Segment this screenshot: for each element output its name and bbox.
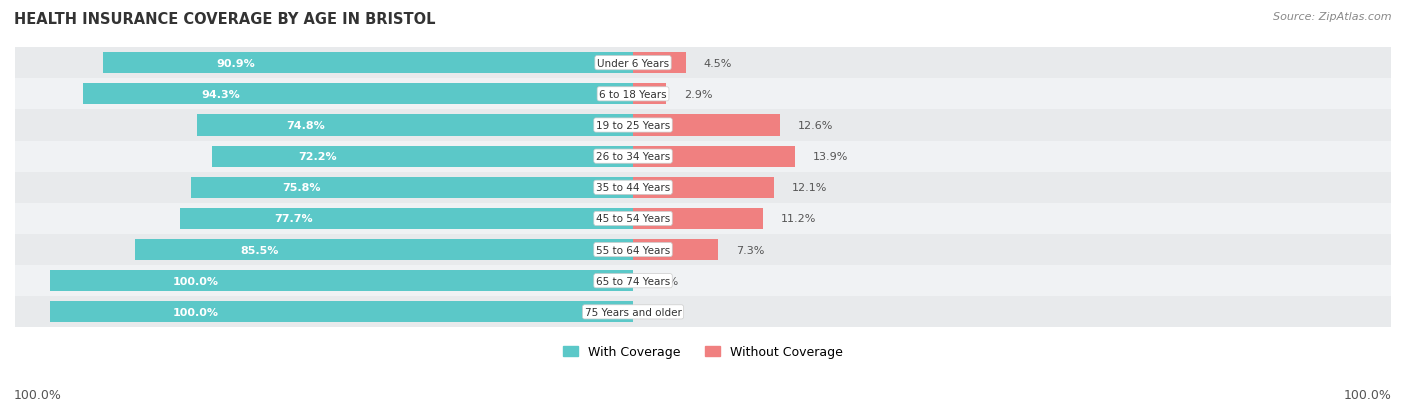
Text: Source: ZipAtlas.com: Source: ZipAtlas.com bbox=[1274, 12, 1392, 22]
Text: 45 to 54 Years: 45 to 54 Years bbox=[596, 214, 671, 224]
Text: 75 Years and older: 75 Years and older bbox=[585, 307, 682, 317]
Text: 100.0%: 100.0% bbox=[14, 388, 62, 401]
Bar bbox=[15, 110, 1391, 141]
Text: 77.7%: 77.7% bbox=[274, 214, 312, 224]
Text: 12.6%: 12.6% bbox=[797, 121, 832, 131]
Text: 74.8%: 74.8% bbox=[287, 121, 325, 131]
Text: 55 to 64 Years: 55 to 64 Years bbox=[596, 245, 671, 255]
Bar bbox=[15, 172, 1391, 203]
Bar bbox=[103, 53, 633, 74]
Text: 65 to 74 Years: 65 to 74 Years bbox=[596, 276, 671, 286]
Text: 13.9%: 13.9% bbox=[813, 152, 848, 162]
Bar bbox=[135, 240, 633, 261]
Text: 6 to 18 Years: 6 to 18 Years bbox=[599, 90, 666, 100]
Text: 0.0%: 0.0% bbox=[651, 307, 679, 317]
Bar bbox=[15, 141, 1391, 172]
Text: 85.5%: 85.5% bbox=[240, 245, 278, 255]
Text: 11.2%: 11.2% bbox=[780, 214, 815, 224]
Bar bbox=[633, 146, 796, 167]
Bar bbox=[180, 208, 633, 230]
Bar bbox=[633, 177, 775, 198]
Bar bbox=[15, 266, 1391, 297]
Text: 4.5%: 4.5% bbox=[703, 59, 733, 69]
Text: 72.2%: 72.2% bbox=[298, 152, 336, 162]
Bar bbox=[51, 301, 633, 323]
Legend: With Coverage, Without Coverage: With Coverage, Without Coverage bbox=[558, 340, 848, 363]
Bar bbox=[15, 79, 1391, 110]
Text: 12.1%: 12.1% bbox=[792, 183, 827, 193]
Bar bbox=[83, 84, 633, 105]
Bar bbox=[212, 146, 633, 167]
Text: 19 to 25 Years: 19 to 25 Years bbox=[596, 121, 671, 131]
Text: 35 to 44 Years: 35 to 44 Years bbox=[596, 183, 671, 193]
Text: 100.0%: 100.0% bbox=[173, 307, 219, 317]
Text: 75.8%: 75.8% bbox=[283, 183, 321, 193]
Bar bbox=[191, 177, 633, 198]
Bar bbox=[15, 235, 1391, 266]
Text: 90.9%: 90.9% bbox=[217, 59, 254, 69]
Text: 7.3%: 7.3% bbox=[735, 245, 763, 255]
Text: 94.3%: 94.3% bbox=[201, 90, 240, 100]
Text: 26 to 34 Years: 26 to 34 Years bbox=[596, 152, 671, 162]
Bar bbox=[15, 48, 1391, 79]
Text: 100.0%: 100.0% bbox=[173, 276, 219, 286]
Text: 0.0%: 0.0% bbox=[651, 276, 679, 286]
Text: 2.9%: 2.9% bbox=[683, 90, 713, 100]
Bar bbox=[15, 297, 1391, 328]
Bar bbox=[633, 240, 718, 261]
Bar bbox=[15, 203, 1391, 235]
Bar bbox=[197, 115, 633, 136]
Bar bbox=[633, 53, 686, 74]
Bar bbox=[633, 208, 763, 230]
Text: 100.0%: 100.0% bbox=[1344, 388, 1392, 401]
Bar bbox=[633, 84, 666, 105]
Bar bbox=[633, 115, 780, 136]
Text: Under 6 Years: Under 6 Years bbox=[598, 59, 669, 69]
Bar bbox=[51, 271, 633, 292]
Text: HEALTH INSURANCE COVERAGE BY AGE IN BRISTOL: HEALTH INSURANCE COVERAGE BY AGE IN BRIS… bbox=[14, 12, 436, 27]
